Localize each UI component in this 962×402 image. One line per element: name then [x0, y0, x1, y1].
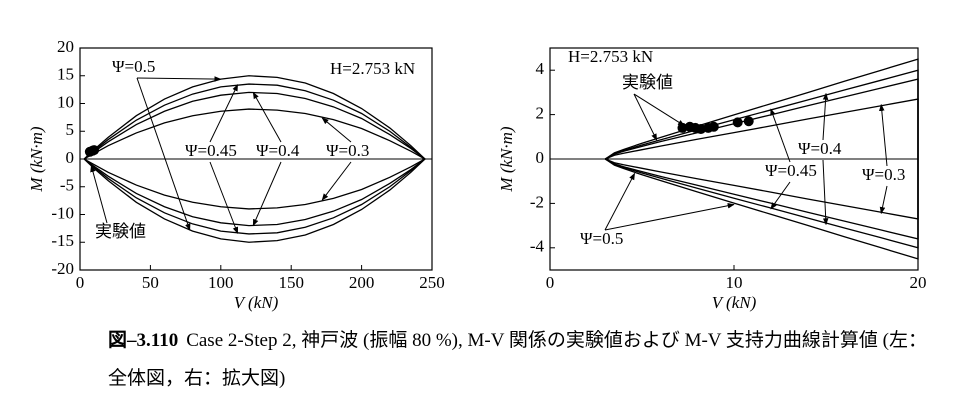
arrow: [822, 92, 829, 141]
x-tick-label: 100: [208, 273, 234, 292]
curve-label: Ψ=0.5: [112, 57, 155, 76]
y-tick-label: -20: [51, 259, 74, 278]
arrow: [604, 202, 735, 231]
y-tick-label: -5: [60, 176, 74, 195]
experimental-point: [732, 117, 743, 128]
curve-label: Ψ=0.3: [862, 165, 905, 184]
y-tick-label: 15: [57, 65, 74, 84]
arrow: [136, 77, 191, 231]
points-label: 実験値: [622, 73, 673, 92]
experimental-point: [89, 145, 100, 156]
arrow: [321, 161, 352, 201]
points-label: 実験値: [95, 222, 146, 241]
arrow: [822, 159, 829, 226]
curve-label: Ψ=0.4: [798, 139, 842, 158]
curve: [604, 98, 919, 220]
x-tick-label: 10: [726, 273, 743, 292]
arrow: [209, 83, 239, 143]
arrow: [879, 103, 888, 167]
y-tick-label: -4: [530, 237, 545, 256]
curve: [83, 108, 427, 210]
curve-label: Ψ=0.45: [765, 161, 817, 180]
y-tick-label: -2: [530, 192, 544, 211]
y-axis-title: M (kN·m): [27, 126, 46, 192]
arrow: [136, 76, 222, 82]
caption: 図–3.110 Case 2-Step 2, 神戸波 (振幅 80 %), M-V…: [108, 322, 938, 398]
y-tick-label: 2: [536, 104, 545, 123]
y-tick-label: 4: [536, 59, 545, 78]
x-tick-label: 200: [349, 273, 375, 292]
arrow: [770, 108, 791, 163]
arrow: [321, 117, 352, 143]
y-tick-label: 5: [66, 120, 75, 139]
caption-label: 図–3.110: [108, 330, 179, 351]
x-tick-label: 0: [546, 273, 555, 292]
arrow: [879, 185, 888, 215]
experimental-point: [695, 124, 706, 135]
experimental-point: [708, 121, 719, 132]
curve-label: Ψ=0.5: [580, 229, 623, 248]
y-tick-label: 10: [57, 92, 74, 111]
x-tick-label: 20: [910, 273, 927, 292]
x-axis-title: V (kN): [712, 293, 757, 312]
caption-text: Case 2-Step 2, 神戸波 (振幅 80 %), M-V 関係の実験値…: [108, 330, 928, 389]
arrow: [633, 93, 658, 141]
y-tick-label: -15: [51, 231, 74, 250]
x-tick-label: 250: [419, 273, 445, 292]
x-tick-label: 0: [76, 273, 85, 292]
annotation: H=2.753 kN: [330, 59, 415, 78]
arrow: [209, 161, 239, 235]
experimental-point: [743, 116, 754, 127]
arrow: [252, 91, 282, 143]
x-axis-title: V (kN): [234, 293, 279, 312]
arrow: [770, 181, 791, 210]
curve-label: Ψ=0.4: [256, 141, 300, 160]
curve-label: Ψ=0.45: [185, 141, 237, 160]
arrow: [90, 164, 108, 224]
y-tick-label: 20: [57, 37, 74, 56]
y-axis-title: M (kN·m): [497, 126, 516, 192]
y-tick-label: 0: [536, 148, 545, 167]
arrow: [604, 172, 636, 231]
arrow: [252, 161, 282, 227]
x-tick-label: 50: [142, 273, 159, 292]
curve-label: Ψ=0.3: [326, 141, 369, 160]
annotation: H=2.753 kN: [568, 47, 653, 66]
y-tick-label: -10: [51, 203, 74, 222]
x-tick-label: 150: [278, 273, 304, 292]
arrow: [633, 93, 685, 127]
y-tick-label: 0: [66, 148, 75, 167]
